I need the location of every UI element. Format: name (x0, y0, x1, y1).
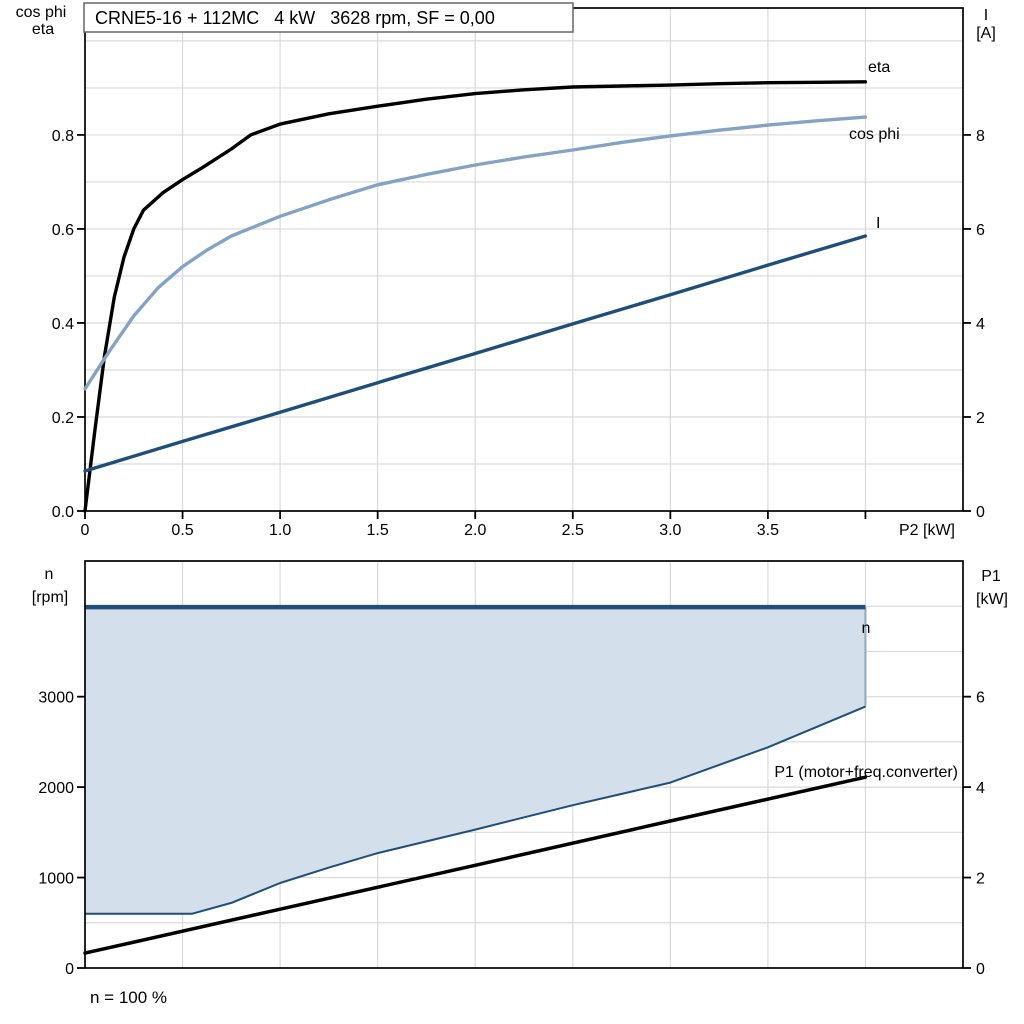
x-tick-label: 3.5 (757, 522, 779, 539)
y-left-tick-label: 0 (65, 961, 74, 978)
x-tick-label: 0.5 (171, 522, 193, 539)
series-current (83, 234, 868, 473)
bottom-left-axis-label-speed: n (45, 566, 54, 583)
speed-and-input-power-chart: n 0 1000 2000 3000 0 2 4 6 P1 (motor+freq.convert… (38, 560, 985, 978)
y-left-tick-label: 0.4 (52, 316, 74, 333)
series-label-cos-phi: cos phi (849, 126, 900, 143)
x-tick-label: 1.5 (367, 522, 389, 539)
series-label-p1-motor-freq-converter: P1 (motor+freq.converter) (774, 764, 958, 781)
series-p1-motor-freq-converter (83, 775, 868, 955)
series-eta (83, 80, 868, 513)
y-left-tick-label: 1000 (38, 871, 74, 888)
title-box (83, 2, 574, 33)
y-left-tick-label: 0.2 (52, 410, 74, 427)
left-axis-label-cos-phi: cos phi (16, 4, 67, 21)
y-right-tick-label: 8 (976, 128, 985, 145)
n-min-curve (85, 705, 866, 915)
y-right-tick-label: 2 (976, 871, 985, 888)
y-left-tick-label: 0.0 (52, 504, 74, 521)
speed-range-area (85, 607, 866, 914)
plot-frame (84, 560, 964, 969)
x-axis-label-p2: P2 [kW] (899, 522, 955, 539)
y-right-tick-label: 4 (976, 780, 985, 797)
bottom-left-axis-label-rpm-unit: [rpm] (32, 589, 68, 606)
x-tick-label: 2.0 (464, 522, 486, 539)
power-factor-efficiency-current-chart: 0 0.5 1.0 1.5 2.0 2.5 3.0 3.5 0.0 0.2 0.4 0.6 0.8 0 2 4… (52, 7, 985, 539)
y-left-tick-label: 3000 (38, 690, 74, 707)
x-tick-label: 3.0 (659, 522, 681, 539)
series-label-eta: eta (868, 59, 890, 76)
x-tick-label: 2.5 (562, 522, 584, 539)
bottom-right-axis-label-kw-unit: [kW] (976, 591, 1008, 608)
y-right-tick-label: 6 (976, 690, 985, 707)
series-label-current: I (876, 215, 880, 232)
right-axis-label-current: I (984, 7, 988, 24)
y-left-tick-label: 0.6 (52, 222, 74, 239)
left-axis-label-eta: eta (32, 21, 54, 38)
series-cos-phi (83, 115, 868, 391)
y-right-tick-label: 0 (976, 961, 985, 978)
y-right-tick-label: 6 (976, 222, 985, 239)
speed-caption: n = 100 % (90, 988, 167, 1007)
y-right-tick-label: 2 (976, 410, 985, 427)
y-left-tick-label: 0.8 (52, 128, 74, 145)
y-right-tick-label: 0 (976, 504, 985, 521)
chart-title: CRNE5-16 + 112MC 4 kW 3628 rpm, SF = 0,0… (95, 8, 495, 28)
y-right-tick-label: 4 (976, 316, 985, 333)
x-tick-label: 1.0 (269, 522, 291, 539)
x-tick-label: 0 (81, 522, 90, 539)
bottom-right-axis-label-p1: P1 (981, 568, 1001, 585)
right-axis-label-ampere-unit: [A] (976, 25, 996, 42)
y-left-tick-label: 2000 (38, 780, 74, 797)
band-label-n: n (862, 620, 871, 637)
